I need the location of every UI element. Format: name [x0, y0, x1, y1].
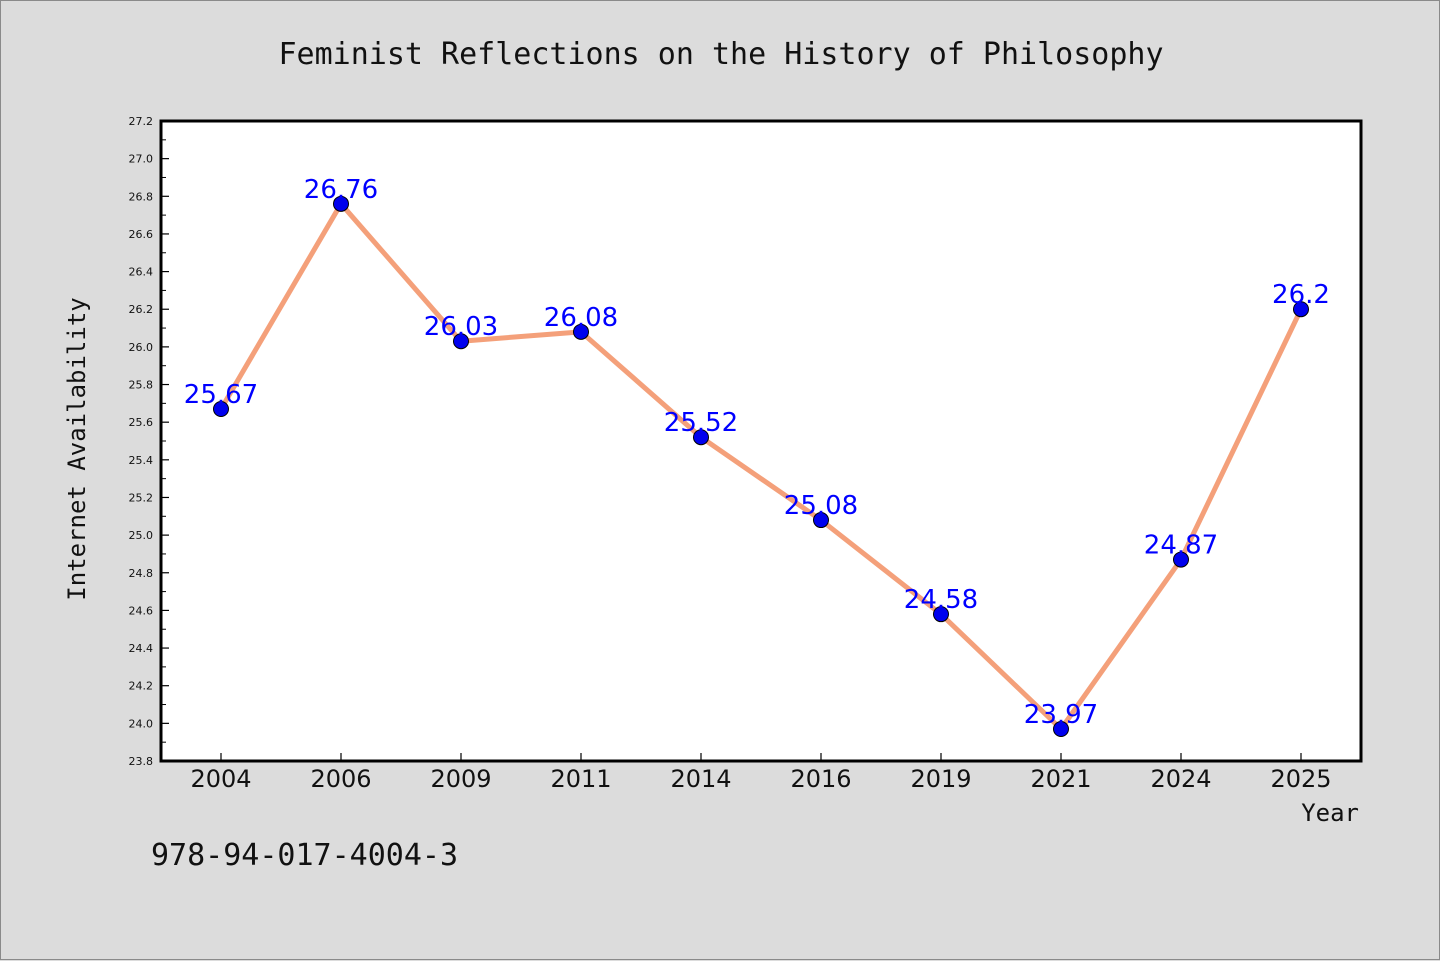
y-tick-label: 26.8: [129, 190, 154, 203]
y-tick-label: 24.6: [129, 604, 154, 617]
data-point: [333, 195, 349, 212]
chart-title: Feminist Reflections on the History of P…: [278, 37, 1163, 72]
y-tick-label: 24.4: [129, 642, 154, 655]
x-axis-label: Year: [1301, 799, 1359, 827]
data-point-label: 26.08: [544, 303, 618, 333]
y-tick-label: 25.8: [129, 379, 154, 392]
data-point-label: 26.76: [304, 175, 378, 205]
x-tick-label: 2021: [1030, 765, 1091, 793]
data-point: [693, 429, 709, 446]
data-markers: [213, 195, 1309, 737]
y-axis: 23.8 24.0 24.2 24.4 24.6 24.8 25.0 25.2 25.4 25.6…: [129, 115, 169, 768]
data-point-label: 24.58: [904, 585, 978, 615]
x-tick-label: 2011: [550, 765, 611, 793]
data-point: [573, 323, 589, 340]
data-point: [1053, 721, 1069, 737]
plot-area: [159, 119, 1363, 763]
y-tick-label: 24.0: [129, 717, 154, 730]
y-tick-label: 26.4: [129, 266, 154, 279]
y-tick-label: 24.8: [129, 567, 154, 580]
data-point-label: 26.03: [424, 312, 498, 342]
y-tick-label: 24.2: [129, 680, 154, 693]
isbn-text: 978-94-017-4004-3: [151, 838, 458, 873]
y-tick-label: 27.2: [129, 115, 154, 128]
data-point-label: 25.52: [664, 408, 738, 438]
series-line: [218, 201, 1304, 732]
y-tick-label: 26.2: [129, 303, 154, 316]
x-tick-label: 2006: [310, 765, 371, 793]
x-tick-label: 2024: [1150, 765, 1211, 793]
y-tick-label: 26.6: [129, 228, 154, 241]
data-point: [813, 512, 829, 529]
x-tick-label: 2019: [910, 765, 971, 793]
data-point: [1173, 551, 1189, 568]
x-tick-label: 2016: [790, 765, 851, 793]
data-point-label: 23.97: [1024, 700, 1098, 730]
y-tick-label: 25.0: [129, 529, 154, 542]
data-point: [1293, 301, 1309, 318]
x-tick-label: 2004: [190, 765, 251, 793]
data-labels: 25.67 26.76 26.03 26.08 25.52 25.08 24.58 23.97…: [184, 175, 1330, 730]
data-point: [933, 606, 949, 623]
y-tick-label: 26.0: [129, 341, 154, 354]
x-tick-label: 2014: [670, 765, 731, 793]
x-tick-label: 2025: [1270, 765, 1331, 793]
data-point-label: 26.2: [1272, 280, 1330, 310]
y-tick-label: 27.0: [129, 153, 154, 166]
y-tick-label: 25.4: [129, 454, 154, 467]
data-point: [453, 333, 469, 350]
y-axis-label: Internet Availability: [63, 297, 91, 600]
data-point-label: 25.67: [184, 380, 258, 410]
data-point-label: 24.87: [1144, 531, 1218, 561]
data-point-label: 25.08: [784, 491, 858, 521]
x-tick-label: 2009: [430, 765, 491, 793]
x-axis: 2004 2006 2009 2011 2014 2016 2019 2021 2024 2025: [190, 753, 1332, 793]
y-tick-label: 25.6: [129, 416, 154, 429]
y-tick-label: 23.8: [129, 755, 154, 768]
data-point: [213, 401, 229, 417]
y-tick-label: 25.2: [129, 491, 154, 504]
